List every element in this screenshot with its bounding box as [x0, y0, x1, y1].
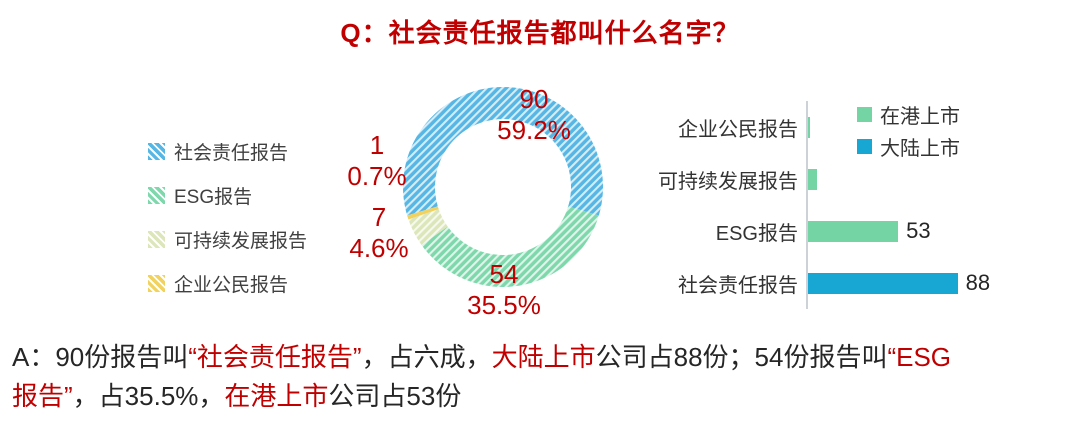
answer-segment: ，占六成，	[361, 342, 492, 372]
pie-legend-item-social-responsibility: 社会责任报告	[148, 138, 307, 165]
answer-segment: 报告”	[12, 381, 73, 411]
answer-segment: ，占35.5%，	[72, 381, 225, 411]
donut-count: 7	[371, 202, 387, 232]
donut-segment	[408, 209, 448, 246]
answer-segment: “ESG	[887, 342, 952, 372]
question-title: Q：社会责任报告都叫什么名字？	[340, 18, 740, 48]
bar-track	[806, 101, 1074, 153]
answer-line: A：90份报告叫“社会责任报告”，占六成，大陆上市公司占88份；54份报告叫“E…	[12, 338, 1072, 377]
donut-percent: 59.2%	[497, 115, 571, 145]
bar-category-label: ESG报告	[715, 222, 798, 245]
pie-legend: 社会责任报告 ESG报告 可持续发展报告 企业公民报告	[148, 138, 307, 297]
bar-legend-label: 大陆上市	[880, 138, 960, 160]
donut-percent: 0.7%	[347, 161, 407, 191]
donut-count: 1	[369, 130, 385, 160]
legend-swatch-blue	[857, 139, 872, 154]
donut-percent: 35.5%	[467, 290, 541, 320]
listing-location-bar-chart: 企业公民报告 可持续发展报告 ESG报告 53 社会责任报告 88	[624, 101, 1074, 309]
legend-swatch-blue-striped	[148, 143, 165, 160]
donut-count: 54	[489, 259, 519, 289]
donut-label-sustainable-development: 7 4.6%	[349, 202, 408, 264]
donut-chart	[403, 86, 603, 287]
pie-legend-item-corporate-citizen: 企业公民报告	[148, 270, 307, 297]
bar	[808, 220, 899, 242]
legend-swatch-lightgreen-striped	[148, 231, 165, 248]
bar-row-corporate-citizen: 企业公民报告	[624, 101, 1074, 153]
donut-percent: 4.6%	[349, 233, 409, 263]
pie-legend-label: 社会责任报告	[174, 143, 289, 164]
bar-category-label: 可持续发展报告	[658, 170, 798, 193]
donut-segment	[421, 206, 599, 287]
donut-count: 90	[519, 84, 549, 114]
pie-legend-label: 可持续发展报告	[174, 231, 308, 252]
pie-legend-label: ESG报告	[174, 187, 253, 208]
pie-legend-item-sustainable-development: 可持续发展报告	[148, 226, 307, 253]
bar-value-label: 53	[906, 218, 931, 243]
donut-segment	[403, 86, 603, 216]
donut-label-esg: 54 35.5%	[467, 259, 541, 321]
bar-track: 53	[806, 205, 1074, 257]
bar-row-social-responsibility: 社会责任报告 88	[624, 257, 1074, 309]
bar-track: 88	[806, 257, 1074, 309]
pie-legend-label: 企业公民报告	[174, 275, 289, 296]
donut-segment	[407, 206, 439, 220]
legend-swatch-green-striped	[148, 187, 165, 204]
bar-track	[806, 153, 1074, 205]
bar	[808, 116, 810, 138]
bar-category-label: 社会责任报告	[678, 274, 798, 297]
bar-legend-item-mainland-listed: 大陆上市	[857, 135, 960, 160]
answer-segment: A：90份报告叫	[12, 342, 189, 372]
donut-label-social-responsibility: 90 59.2%	[497, 84, 571, 146]
answer-segment: 公司占53份	[328, 381, 462, 411]
legend-swatch-yellow-striped	[148, 275, 165, 292]
bar	[808, 168, 817, 190]
pie-legend-item-esg: ESG报告	[148, 182, 307, 209]
bar-category-label: 企业公民报告	[678, 118, 798, 141]
bar-legend: 在港上市 大陆上市	[857, 103, 960, 160]
answer-segment: 在港上市	[224, 381, 329, 411]
bar-row-sustainable-development: 可持续发展报告	[624, 153, 1074, 205]
answer-line: 报告”，占35.5%，在港上市公司占53份	[12, 377, 1072, 416]
answer-segment: “社会责任报告”	[188, 342, 362, 372]
bar-row-esg: ESG报告 53	[624, 205, 1074, 257]
answer-text: A：90份报告叫“社会责任报告”，占六成，大陆上市公司占88份；54份报告叫“E…	[12, 338, 1072, 416]
answer-segment: 大陆上市	[491, 342, 596, 372]
bar-value-label: 88	[965, 270, 991, 295]
legend-swatch-green	[857, 107, 872, 122]
bar-legend-item-hk-listed: 在港上市	[857, 103, 960, 128]
answer-segment: 公司占88份；54份报告叫	[595, 342, 888, 372]
donut-label-corporate-citizen: 1 0.7%	[347, 130, 406, 192]
bar-legend-label: 在港上市	[880, 106, 960, 128]
bar	[808, 272, 958, 294]
